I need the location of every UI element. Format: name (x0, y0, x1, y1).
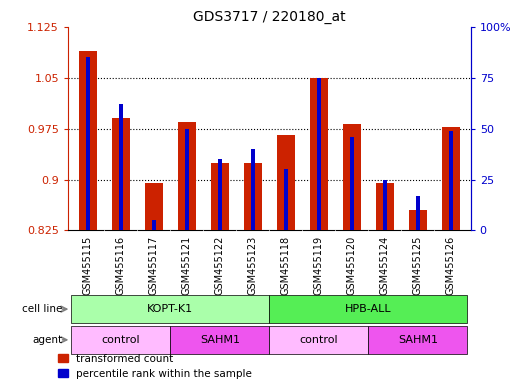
Text: cell line: cell line (22, 304, 63, 314)
Bar (86, 57, 90, 230)
Bar (269, 326, 368, 354)
Text: GSM455124: GSM455124 (380, 235, 390, 295)
Bar (310, 78, 328, 230)
Bar (416, 196, 420, 230)
Text: KOPT-K1: KOPT-K1 (147, 304, 194, 314)
Text: GSM455126: GSM455126 (446, 235, 456, 295)
Text: HPB-ALL: HPB-ALL (345, 304, 392, 314)
Bar (119, 104, 123, 230)
Bar (350, 137, 354, 230)
Bar (343, 124, 361, 230)
Text: SAHM1: SAHM1 (200, 335, 240, 345)
Bar (442, 127, 460, 230)
Text: GSM455121: GSM455121 (182, 235, 192, 295)
Bar (152, 220, 156, 230)
Bar (71, 295, 269, 323)
Bar (112, 118, 130, 230)
Bar (79, 51, 97, 230)
Text: GSM455122: GSM455122 (215, 235, 225, 295)
Bar (178, 122, 196, 230)
Bar (368, 326, 468, 354)
Bar (376, 183, 394, 230)
Bar (244, 162, 262, 230)
Text: GSM455118: GSM455118 (281, 235, 291, 295)
Bar (277, 136, 295, 230)
Bar (383, 180, 387, 230)
Text: GSM455123: GSM455123 (248, 235, 258, 295)
Text: control: control (300, 335, 338, 345)
Text: GSM455120: GSM455120 (347, 235, 357, 295)
Bar (185, 129, 189, 230)
Text: SAHM1: SAHM1 (398, 335, 438, 345)
Bar (317, 78, 321, 230)
Text: GSM455125: GSM455125 (413, 235, 423, 295)
Bar (251, 149, 255, 230)
Bar (71, 326, 170, 354)
Bar (211, 162, 229, 230)
Bar (283, 169, 288, 230)
Legend: transformed count, percentile rank within the sample: transformed count, percentile rank withi… (58, 354, 252, 379)
Text: GSM455119: GSM455119 (314, 235, 324, 295)
Bar (145, 183, 163, 230)
Text: GSM455117: GSM455117 (149, 235, 159, 295)
Bar (218, 159, 222, 230)
Bar (449, 131, 453, 230)
Bar (170, 326, 269, 354)
Text: agent: agent (32, 335, 63, 345)
Title: GDS3717 / 220180_at: GDS3717 / 220180_at (193, 10, 346, 25)
Bar (409, 210, 427, 230)
Text: GSM455116: GSM455116 (116, 235, 126, 295)
Text: control: control (101, 335, 140, 345)
Text: GSM455115: GSM455115 (83, 235, 93, 295)
Bar (269, 295, 468, 323)
